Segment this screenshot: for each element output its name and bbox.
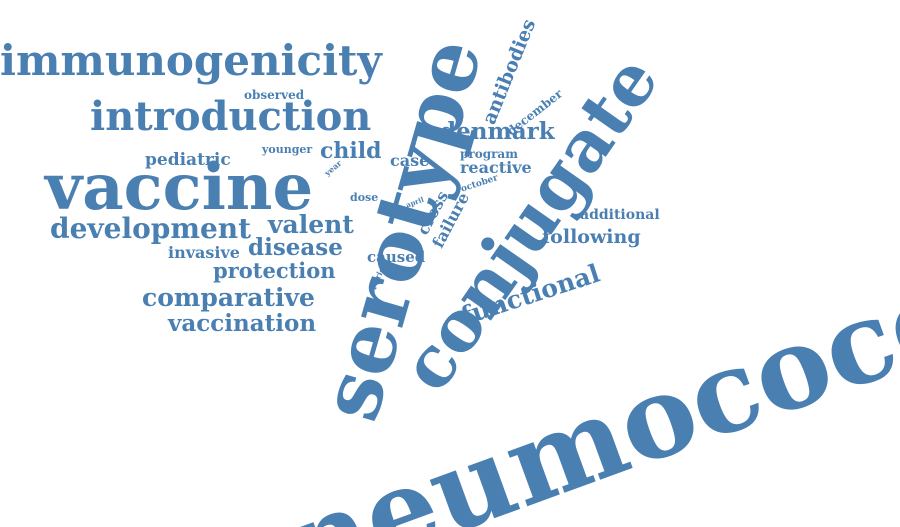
word-reactive: reactive — [460, 158, 532, 177]
word-observed: observed — [244, 88, 305, 102]
word-child: child — [320, 138, 382, 164]
word-dose: dose — [350, 191, 379, 204]
word-denmark: denmark — [440, 118, 555, 145]
word-vaccination: vaccination — [168, 310, 317, 337]
word-protection: protection — [213, 258, 336, 283]
word-introduction: introduction — [90, 93, 372, 140]
word-development: development — [50, 212, 252, 245]
word-disease: disease — [248, 234, 343, 261]
word-invasive: invasive — [168, 243, 240, 262]
word-caused: caused — [367, 248, 426, 266]
word-immunogenicity: immunogenicity — [0, 36, 382, 85]
word-valent: valent — [268, 210, 354, 239]
word-vaccine: vaccine — [45, 150, 314, 225]
word-following: following — [542, 226, 641, 248]
word-younger: younger — [262, 143, 313, 156]
word-program: program — [460, 147, 518, 161]
word-pediatric: pediatric — [145, 150, 231, 170]
word-case: case — [390, 151, 430, 170]
word-comparative: comparative — [142, 283, 315, 312]
word-additional: additional — [580, 207, 660, 223]
